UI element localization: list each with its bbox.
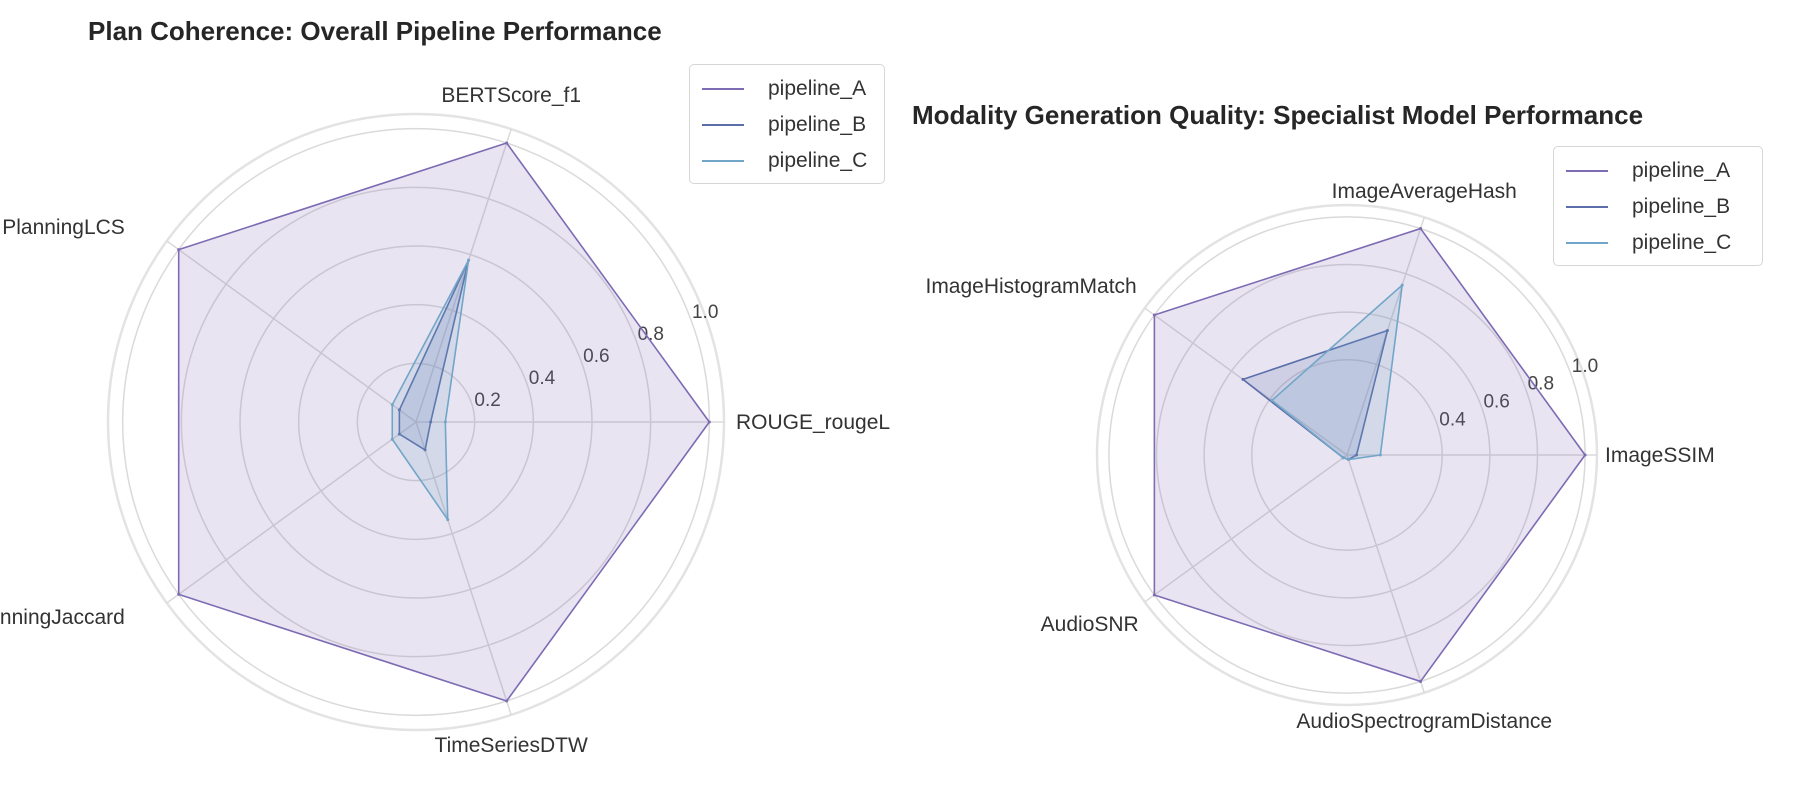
- legend-item-pipeline_B: pipeline_B: [1566, 189, 1750, 225]
- data-point-pipeline_B-PlanningJaccard: [397, 432, 401, 436]
- data-point-pipeline_A-BERTScore_f1: [505, 141, 509, 145]
- radar-tick-label: 0.2: [474, 390, 500, 411]
- axis-label-AudioSpectrogramDistance: AudioSpectrogramDistance: [1296, 710, 1552, 733]
- data-point-pipeline_B-ImageHistogramMatch: [1241, 377, 1245, 381]
- axis-label-BERTScore_f1: BERTScore_f1: [441, 84, 581, 107]
- radar-tick-label: 0.6: [583, 346, 609, 367]
- data-point-pipeline_C-PlanningLCS: [390, 403, 394, 407]
- legend-label: pipeline_A: [1632, 159, 1731, 182]
- legend-swatch: [1566, 206, 1608, 208]
- data-point-pipeline_C-AudioSNR: [1341, 456, 1345, 460]
- legend-label: pipeline_B: [1632, 195, 1731, 218]
- series-polygon-pipeline_B: [398, 259, 470, 451]
- radar-tick-label: 1.0: [692, 302, 718, 323]
- legend-item-pipeline_A: pipeline_A: [702, 71, 872, 107]
- data-point-pipeline_C-BERTScore_f1: [467, 258, 471, 262]
- data-point-pipeline_C-ImageSSIM: [1378, 453, 1382, 457]
- legend-label: pipeline_A: [768, 77, 867, 100]
- axis-label-ROUGE_rougeL: ROUGE_rougeL: [736, 411, 890, 434]
- radar-tick-label: 0.8: [1528, 374, 1554, 395]
- data-point-pipeline_A-TimeSeriesDTW: [505, 699, 509, 703]
- data-point-pipeline_A-ImageHistogramMatch: [1152, 313, 1156, 317]
- legend-item-pipeline_A: pipeline_A: [1566, 153, 1750, 189]
- data-point-pipeline_B-PlanningLCS: [397, 408, 401, 412]
- axis-label-ImageSSIM: ImageSSIM: [1605, 444, 1715, 467]
- legend-swatch: [1566, 170, 1608, 172]
- data-point-pipeline_A-PlanningJaccard: [177, 592, 181, 596]
- radar-spoke: [1346, 454, 1425, 693]
- radar-spoke: [415, 128, 512, 423]
- axis-label-TimeSeriesDTW: TimeSeriesDTW: [435, 734, 588, 757]
- legend-modality-generation: pipeline_A pipeline_B pipeline_C: [1553, 146, 1763, 266]
- data-point-pipeline_A-ROUGE_rougeL: [707, 420, 711, 424]
- radar-tick-label: 0.4: [1439, 409, 1466, 430]
- legend-swatch: [1566, 242, 1608, 244]
- legend-item-pipeline_C: pipeline_C: [1566, 225, 1750, 261]
- legend-swatch: [702, 88, 744, 90]
- data-point-pipeline_B-ImageSSIM: [1355, 453, 1359, 457]
- legend-item-pipeline_C: pipeline_C: [702, 143, 872, 179]
- legend-plan-coherence: pipeline_A pipeline_B pipeline_C: [689, 64, 885, 184]
- axis-label-PlanningLCS: PlanningLCS: [2, 216, 125, 239]
- series-polygon-pipeline_C: [391, 259, 470, 521]
- data-point-pipeline_A-AudioSpectrogramDistance: [1419, 679, 1423, 683]
- axis-label-PlanningJaccard: PlanningJaccard: [0, 606, 125, 629]
- radar-tick-label: 0.8: [638, 324, 664, 345]
- data-point-pipeline_A-AudioSNR: [1152, 593, 1156, 597]
- data-point-pipeline_A-ImageSSIM: [1583, 453, 1587, 457]
- axis-label-ImageHistogramMatch: ImageHistogramMatch: [925, 275, 1136, 298]
- data-point-pipeline_C-ImageHistogramMatch: [1270, 398, 1274, 402]
- legend-swatch: [702, 124, 744, 126]
- legend-label: pipeline_B: [768, 113, 867, 136]
- legend-label: pipeline_C: [1632, 231, 1732, 254]
- axis-label-AudioSNR: AudioSNR: [1041, 613, 1139, 636]
- legend-item-pipeline_B: pipeline_B: [702, 107, 872, 143]
- series-polygon-pipeline_A: [1153, 227, 1586, 683]
- series-polygon-pipeline_C: [1271, 284, 1403, 461]
- chart-title-modality-generation: Modality Generation Quality: Specialist …: [912, 100, 1644, 130]
- radar-tick-label: 0.6: [1483, 391, 1509, 412]
- radar-tick-label: 1.0: [1572, 356, 1598, 377]
- data-point-pipeline_C-ROUGE_rougeL: [443, 420, 447, 424]
- radar-spoke: [415, 421, 512, 716]
- legend-swatch: [702, 160, 744, 162]
- data-point-pipeline_A-PlanningLCS: [177, 248, 181, 252]
- chart-title-plan-coherence: Plan Coherence: Overall Pipeline Perform…: [88, 16, 662, 46]
- data-point-pipeline_B-ImageAverageHash: [1385, 328, 1389, 332]
- radar-chart-plan-coherence: 0.2 0.4 0.6 0.8 1.0 ROUGE_rougeL BERTScore_f1 P…: [0, 84, 890, 757]
- legend-label: pipeline_C: [768, 149, 868, 172]
- radar-spoke: [1144, 454, 1348, 603]
- data-point-pipeline_B-ROUGE_rougeL: [429, 420, 433, 424]
- radar-spoke: [166, 421, 417, 604]
- data-point-pipeline_C-ImageAverageHash: [1400, 283, 1404, 287]
- radar-tick-label: 0.4: [529, 368, 556, 389]
- data-point-pipeline_B-TimeSeriesDTW: [423, 448, 427, 452]
- data-point-pipeline_C-PlanningJaccard: [390, 437, 394, 441]
- data-point-pipeline_A-ImageAverageHash: [1419, 227, 1423, 231]
- axis-label-ImageAverageHash: ImageAverageHash: [1332, 180, 1517, 203]
- data-point-pipeline_C-AudioSpectrogramDistance: [1346, 458, 1350, 462]
- radar-spoke: [166, 240, 417, 423]
- data-point-pipeline_C-TimeSeriesDTW: [446, 518, 450, 522]
